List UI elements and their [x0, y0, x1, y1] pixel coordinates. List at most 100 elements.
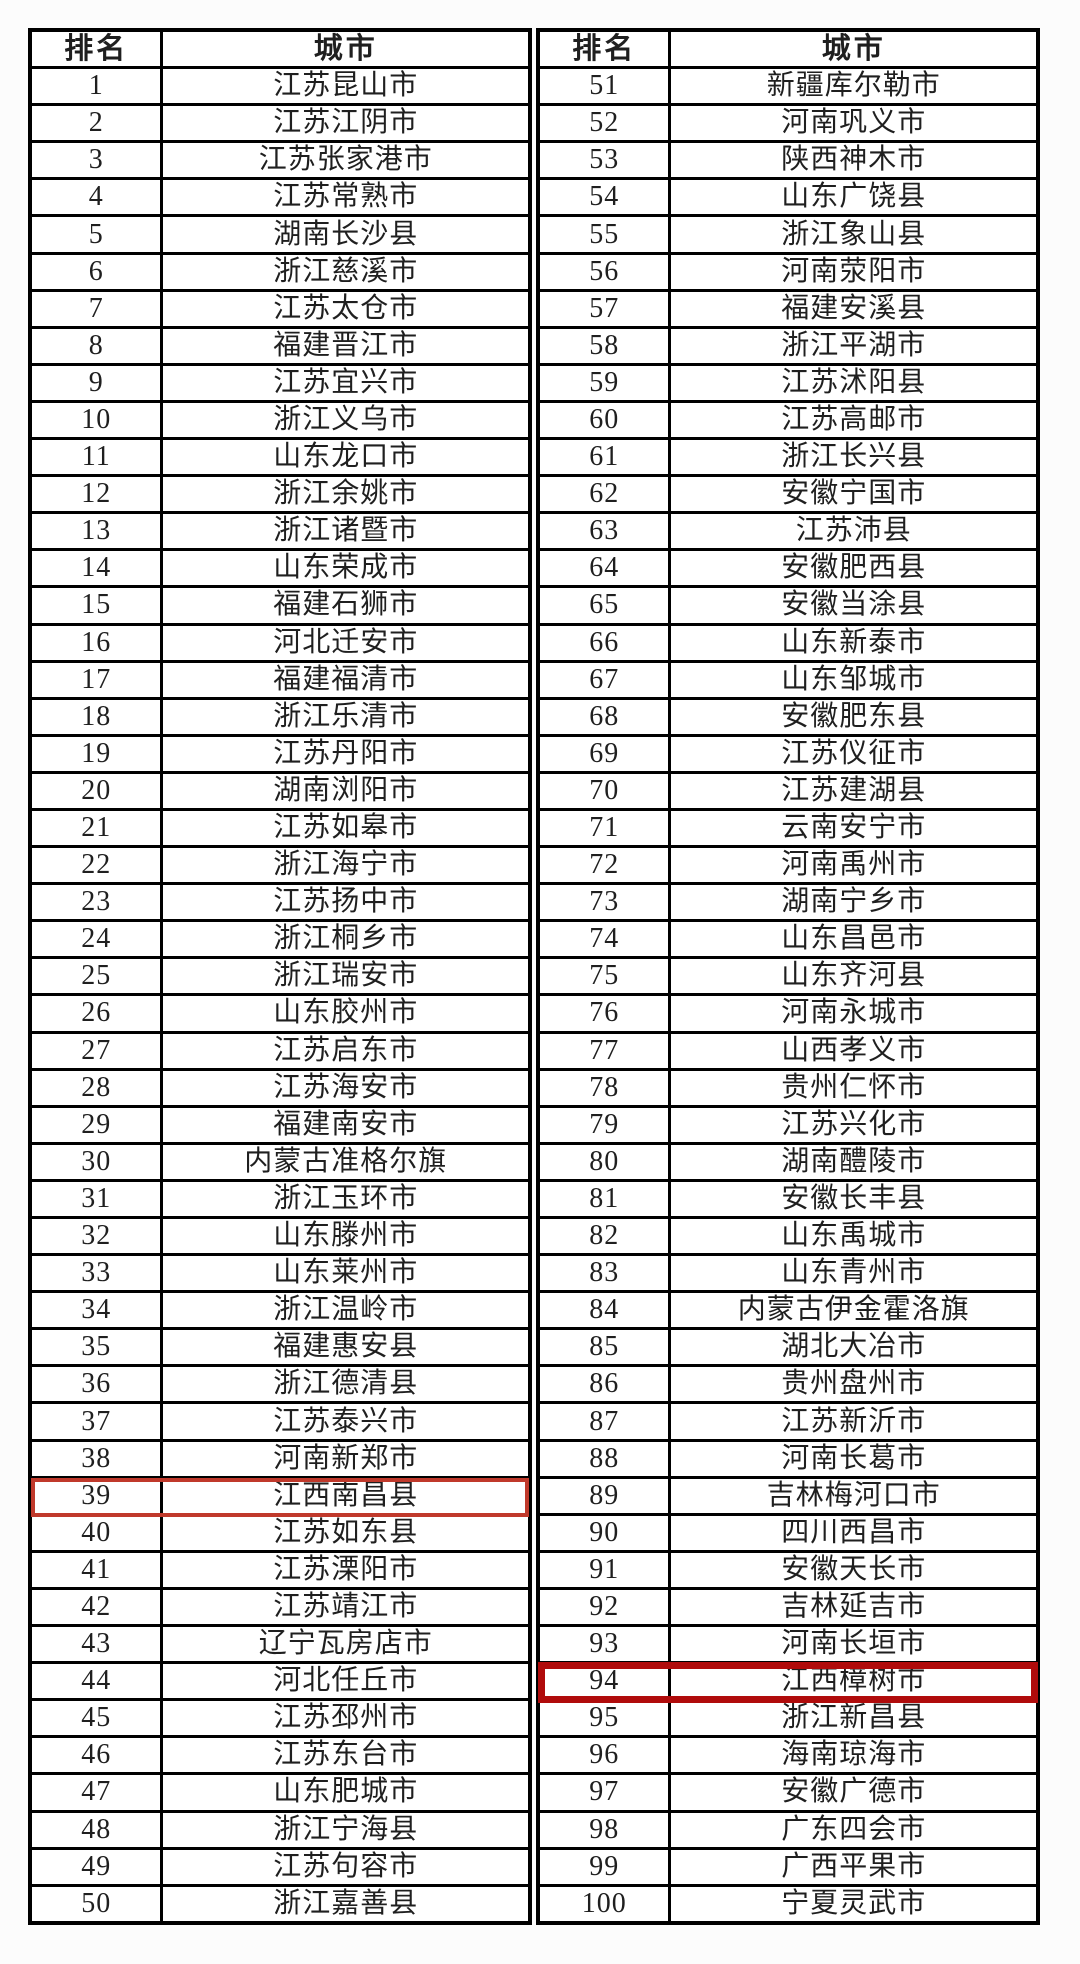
rank-cell: 13 [32, 514, 164, 549]
rank-cell: 82 [540, 1219, 672, 1254]
city-cell: 安徽广德市 [781, 1776, 927, 1808]
city-cell: 安徽当涂县 [781, 589, 927, 621]
rank-cell: 67 [540, 662, 672, 697]
table-row: 82 山东禹城市 [540, 1219, 1036, 1257]
table-row: 19 江苏丹阳市 [32, 736, 528, 774]
rank-cell: 69 [540, 736, 672, 771]
rank-cell: 88 [540, 1441, 672, 1476]
table-row: 10 浙江义乌市 [32, 402, 528, 441]
table-row: 89 吉林梅河口市 [540, 1478, 1036, 1516]
table-row: 67 山东邹城市 [540, 662, 1036, 700]
city-cell: 山东新泰市 [781, 626, 927, 658]
city-cell: 山东青州市 [781, 1257, 927, 1289]
city-cell: 江苏兴化市 [781, 1108, 927, 1140]
city-cell: 河南禹州市 [781, 849, 927, 881]
city-cell: 山东胶州市 [273, 997, 419, 1029]
rank-cell: 73 [540, 885, 672, 920]
city-cell: 江苏邳州市 [273, 1702, 419, 1734]
table-row: 75 山东齐河县 [540, 959, 1036, 997]
city-cell: 河南长葛市 [781, 1442, 927, 1474]
table-row: 60 江苏高邮市 [540, 402, 1036, 441]
table-row: 33 山东莱州市 [32, 1256, 528, 1294]
rank-cell: 22 [32, 848, 164, 883]
rank-cell: 28 [32, 1070, 164, 1105]
rank-cell: 80 [540, 1144, 672, 1179]
city-cell: 河北任丘市 [273, 1665, 419, 1697]
table-row: 23 江苏扬中市 [32, 885, 528, 923]
city-cell: 江苏昆山市 [273, 70, 419, 102]
city-cell: 河南永城市 [781, 997, 927, 1029]
city-cell: 四川西昌市 [781, 1516, 927, 1548]
city-cell: 海南琼海市 [781, 1739, 927, 1771]
table-row: 85 湖北大冶市 [540, 1330, 1036, 1368]
rank-cell: 65 [540, 588, 672, 623]
city-cell: 辽宁瓦房店市 [258, 1628, 433, 1660]
city-cell: 安徽长丰县 [781, 1182, 927, 1214]
city-cell: 山东滕州市 [273, 1220, 419, 1252]
table-row: 87 江苏新沂市 [540, 1404, 1036, 1442]
city-cell: 江苏沭阳县 [781, 366, 927, 398]
table-row: 52 河南巩义市 [540, 106, 1036, 144]
table-row: 51 新疆库尔勒市 [540, 69, 1036, 107]
table-row: 39 江西南昌县 [31, 1477, 529, 1517]
rank-cell: 37 [32, 1404, 164, 1439]
table-row: 71 云南安宁市 [540, 810, 1036, 849]
rank-cell: 60 [540, 402, 672, 438]
city-cell: 浙江瑞安市 [273, 960, 419, 992]
rank-cell: 44 [32, 1664, 164, 1699]
city-cell: 湖南浏阳市 [273, 774, 419, 806]
city-cell: 陕西神木市 [781, 144, 927, 176]
city-cell: 湖南长沙县 [273, 218, 419, 250]
rank-cell: 8 [32, 328, 164, 363]
table-row: 98 广东四会市 [540, 1812, 1036, 1850]
rank-cell: 95 [540, 1701, 672, 1736]
rank-cell: 15 [32, 588, 164, 623]
rank-cell: 47 [32, 1775, 164, 1810]
city-cell: 浙江慈溪市 [273, 255, 419, 287]
rank-cell: 54 [540, 180, 672, 215]
city-cell: 贵州仁怀市 [781, 1071, 927, 1103]
rank-cell: 84 [540, 1293, 672, 1328]
city-cell: 贵州盘州市 [781, 1368, 927, 1400]
table-row: 35 福建惠安县 [32, 1330, 528, 1368]
city-cell: 河南巩义市 [781, 107, 927, 139]
table-row: 45 江苏邳州市 [32, 1701, 528, 1739]
rank-cell: 62 [540, 477, 672, 512]
table-row: 97 安徽广德市 [540, 1775, 1036, 1813]
rank-cell: 93 [540, 1627, 672, 1662]
city-cell: 内蒙古准格尔旗 [244, 1145, 448, 1177]
table-row: 48 浙江宁海县 [32, 1812, 528, 1850]
table-row: 34 浙江温岭市 [32, 1293, 528, 1331]
rank-cell: 81 [540, 1181, 672, 1216]
table-row: 43 辽宁瓦房店市 [32, 1627, 528, 1665]
city-cell: 江西樟树市 [781, 1665, 927, 1697]
table-row: 7 江苏太仓市 [32, 291, 528, 329]
table-row: 2 江苏江阴市 [32, 106, 528, 144]
city-cell: 湖北大冶市 [781, 1331, 927, 1363]
table-row: 56 河南荥阳市 [540, 254, 1036, 292]
rank-cell: 98 [540, 1812, 672, 1847]
table-row: 59 江苏沭阳县 [540, 365, 1036, 403]
rank-cell: 55 [540, 217, 672, 252]
table-header-row: 排名 城市 [540, 32, 1036, 70]
city-cell: 浙江乐清市 [273, 700, 419, 732]
table-header-row: 排名 城市 [32, 32, 528, 70]
rank-cell: 26 [32, 996, 164, 1031]
city-cell: 江苏太仓市 [273, 292, 419, 324]
rank-cell: 20 [32, 773, 164, 808]
table-row: 53 陕西神木市 [540, 143, 1036, 181]
rank-cell: 83 [540, 1256, 672, 1291]
rank-cell: 61 [540, 440, 672, 475]
city-cell: 浙江余姚市 [273, 478, 419, 510]
table-row: 4 江苏常熟市 [32, 180, 528, 218]
rank-cell: 27 [32, 1033, 164, 1068]
table-row: 66 山东新泰市 [540, 625, 1036, 663]
rank-cell: 79 [540, 1107, 672, 1142]
table-row: 21 江苏如皋市 [32, 810, 528, 849]
city-cell: 山东莱州市 [273, 1257, 419, 1289]
rank-cell: 63 [540, 514, 672, 549]
table-row: 62 安徽宁国市 [540, 477, 1036, 515]
rank-cell: 11 [32, 440, 164, 475]
table-row: 80 湖南醴陵市 [540, 1144, 1036, 1182]
table-row: 18 浙江乐清市 [32, 699, 528, 737]
